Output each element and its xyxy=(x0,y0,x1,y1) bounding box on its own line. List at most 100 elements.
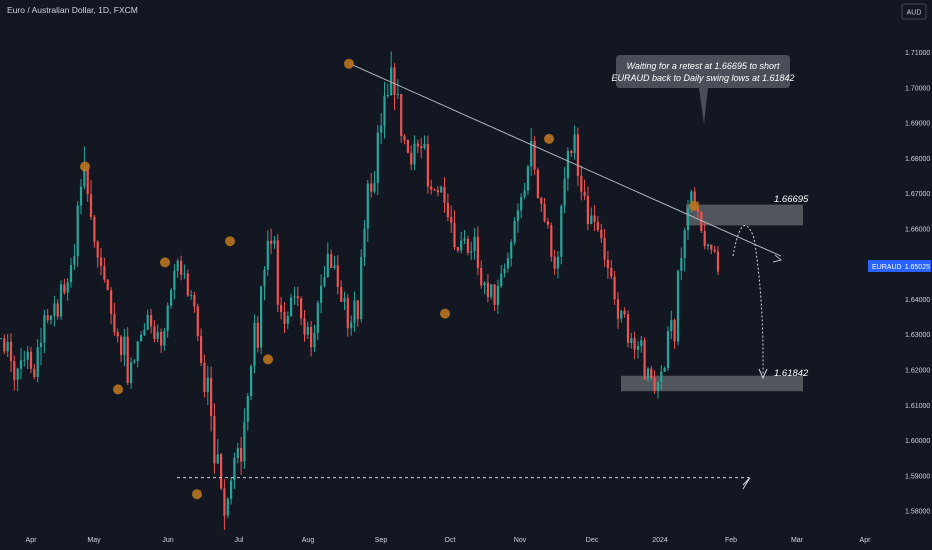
candle-body xyxy=(660,371,663,382)
swing-marker xyxy=(440,308,450,319)
y-tick-label: 1.61000 xyxy=(905,403,930,410)
candle-body xyxy=(603,238,606,260)
candle-body xyxy=(650,368,653,378)
candle-body xyxy=(293,296,296,298)
candle-body xyxy=(223,488,226,516)
candle-body xyxy=(643,340,646,380)
candle-body xyxy=(29,351,33,369)
swing-marker xyxy=(192,489,202,500)
candle-body xyxy=(700,212,703,232)
candle-body xyxy=(646,368,650,380)
projection-path xyxy=(732,225,764,376)
candle-body xyxy=(463,238,466,241)
candle-body xyxy=(366,183,369,229)
candle-body xyxy=(69,265,73,283)
candle-body xyxy=(416,143,419,147)
zones xyxy=(621,204,803,392)
candle-body xyxy=(550,224,553,257)
candle-body xyxy=(456,247,459,251)
candle-body xyxy=(653,378,656,391)
x-tick-label: Jul xyxy=(235,537,244,544)
descending-trendline xyxy=(349,63,782,257)
candle-body xyxy=(146,315,149,330)
candle-body xyxy=(39,342,43,347)
candle-body xyxy=(206,377,209,392)
y-tick-label: 1.62000 xyxy=(905,368,930,375)
candle-body xyxy=(553,256,556,269)
candle-body xyxy=(396,94,399,96)
currency-button[interactable] xyxy=(901,3,927,20)
candle-body xyxy=(586,196,589,224)
candle-body xyxy=(316,302,319,333)
candle-body xyxy=(236,448,239,458)
x-tick-label: Jun xyxy=(162,537,173,544)
candle-body xyxy=(46,315,49,321)
candle-body xyxy=(383,95,386,126)
x-tick-label: Feb xyxy=(725,537,737,544)
candle-body xyxy=(386,95,389,96)
swing-marker xyxy=(689,201,699,211)
x-tick-label: Oct xyxy=(445,537,456,544)
candle-body xyxy=(540,197,543,204)
swing-marker xyxy=(225,236,235,247)
candle-body xyxy=(86,166,89,195)
candle-body xyxy=(713,249,716,252)
currency-label: AUD xyxy=(907,10,922,17)
candle-body xyxy=(296,296,299,299)
candle-body xyxy=(606,259,609,268)
candle-body xyxy=(0,338,3,340)
candle-body xyxy=(253,322,256,366)
candle-body xyxy=(470,251,473,253)
candle-body xyxy=(703,231,706,246)
y-tick-label: 1.69000 xyxy=(905,121,930,128)
candle-body xyxy=(150,315,153,327)
x-tick-label: Nov xyxy=(514,537,527,544)
y-tick-label: 1.58000 xyxy=(905,509,930,516)
annotation-line-1: Waiting for a retest at 1.66695 to short xyxy=(627,61,780,71)
candle-body xyxy=(186,273,189,296)
candle-body xyxy=(406,140,409,153)
candle-body xyxy=(190,294,193,296)
candle-body xyxy=(26,351,29,360)
y-tick-label: 1.68000 xyxy=(905,156,930,163)
candle-body xyxy=(393,67,396,95)
candle-body xyxy=(566,151,569,179)
candle-body xyxy=(640,340,643,347)
candle-body xyxy=(556,256,559,269)
candle-body xyxy=(483,282,486,286)
candle-body xyxy=(693,191,696,206)
y-tick-label: 1.67000 xyxy=(905,191,930,198)
candle-body xyxy=(9,341,13,362)
candle-body xyxy=(19,360,23,369)
candle-body xyxy=(666,331,670,368)
candle-body xyxy=(286,315,289,324)
candle-body xyxy=(480,268,483,286)
candle-body xyxy=(636,346,640,350)
candle-body xyxy=(176,260,179,271)
candle-body xyxy=(130,362,133,384)
candle-body xyxy=(630,338,633,343)
candle-body xyxy=(500,273,503,286)
resistance-label: 1.66695 xyxy=(774,194,809,205)
candle-body xyxy=(450,217,453,223)
candle-body xyxy=(126,336,129,383)
candle-body xyxy=(436,190,439,193)
candle-body xyxy=(66,282,69,293)
candle-body xyxy=(243,421,246,462)
projection-arrowhead xyxy=(758,368,768,380)
candle-body xyxy=(340,286,343,302)
swing-marker xyxy=(544,133,554,144)
candle-body xyxy=(570,151,573,153)
candle-body xyxy=(590,215,593,224)
candle-body xyxy=(596,221,599,230)
candle-body xyxy=(76,205,79,257)
x-tick-label: Mar xyxy=(791,537,804,544)
candle-body xyxy=(496,286,499,305)
candle-body xyxy=(96,241,99,258)
candle-body xyxy=(290,297,293,316)
trend-lines xyxy=(177,63,783,490)
candle-body xyxy=(120,336,123,355)
candle-body xyxy=(306,327,309,335)
candle-body xyxy=(16,368,19,380)
candle-body xyxy=(670,319,673,332)
